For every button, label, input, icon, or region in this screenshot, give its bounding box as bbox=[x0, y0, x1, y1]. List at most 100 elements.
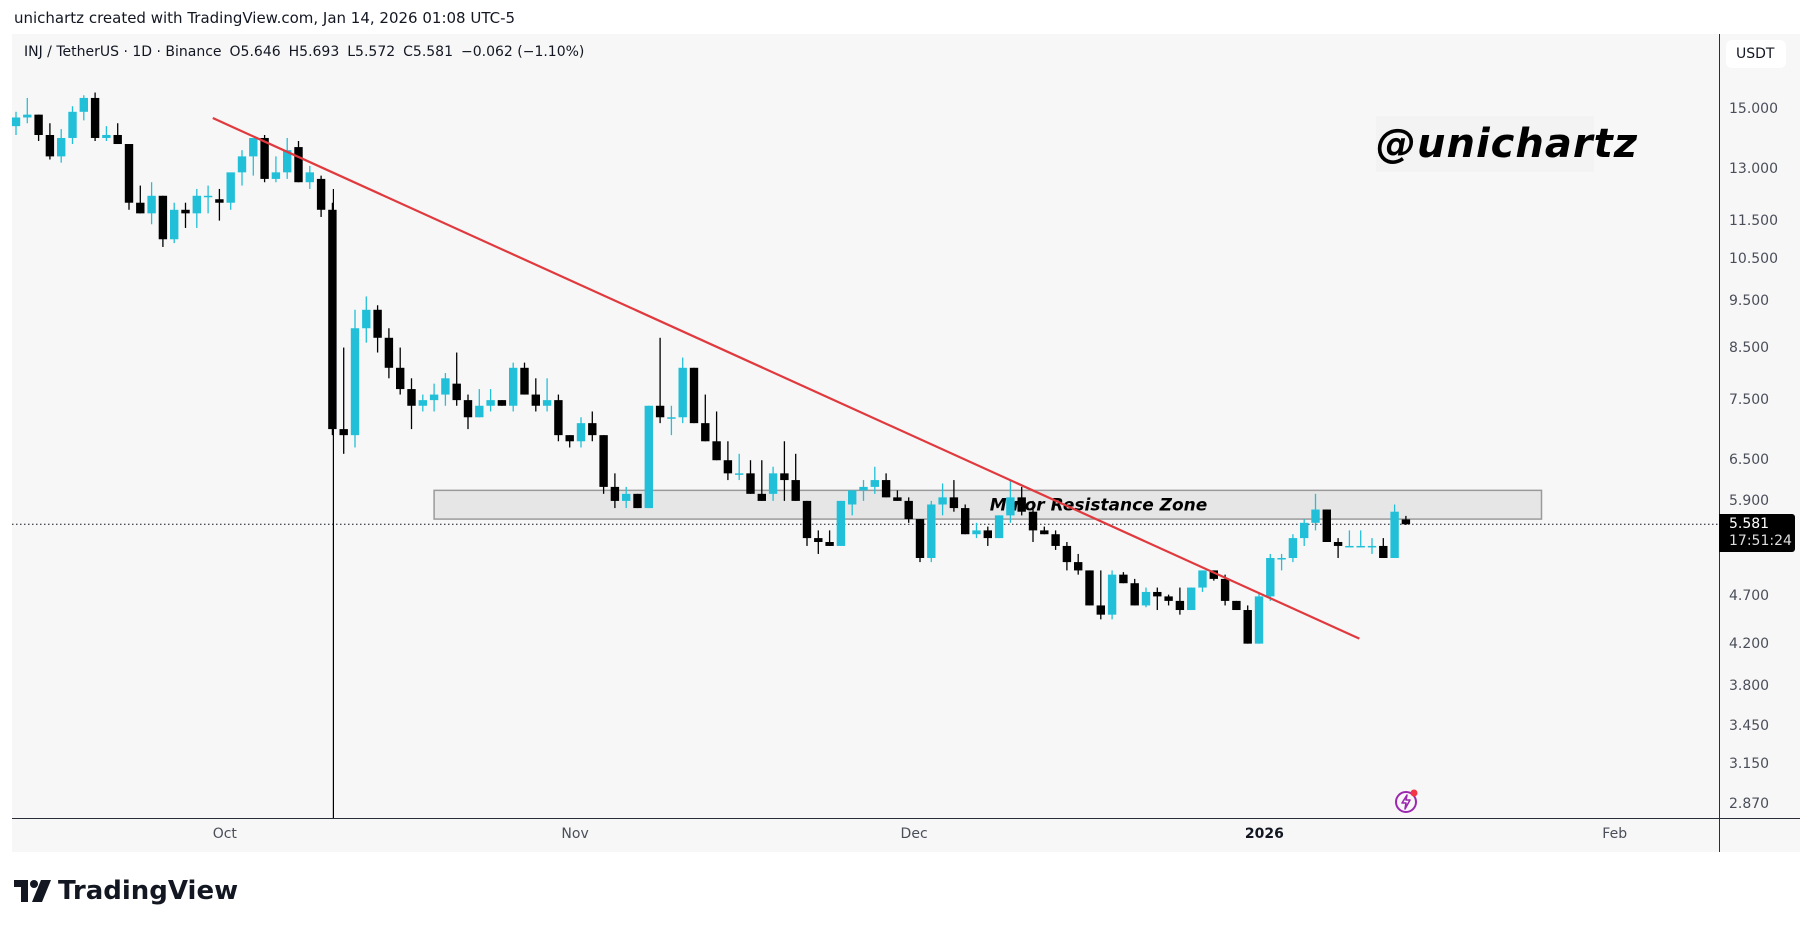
price-tick-label: 13.000 bbox=[1729, 161, 1778, 178]
candle-up bbox=[1107, 574, 1117, 615]
candle-down bbox=[791, 480, 800, 501]
candle-down bbox=[1322, 509, 1331, 543]
price-tick-label: 15.000 bbox=[1729, 101, 1778, 117]
candle-down bbox=[712, 441, 721, 461]
candle-down bbox=[316, 178, 326, 210]
candle-down bbox=[689, 367, 699, 424]
candle-down bbox=[915, 519, 925, 559]
candle-down bbox=[588, 423, 597, 436]
candle-down bbox=[904, 500, 913, 520]
candle-down bbox=[384, 337, 394, 368]
candle-down bbox=[757, 493, 766, 501]
candle-down bbox=[983, 530, 992, 539]
candle-down bbox=[1119, 574, 1128, 584]
candle-down bbox=[136, 202, 145, 214]
candle-up bbox=[68, 111, 77, 138]
candle-down bbox=[497, 400, 507, 406]
price-tick-label: 4.200 bbox=[1729, 635, 1770, 652]
candle-up bbox=[1367, 545, 1377, 548]
candle-up bbox=[870, 480, 879, 487]
legend-low: L5.572 bbox=[347, 44, 396, 60]
candle-down bbox=[1232, 600, 1241, 611]
legend-close: C5.581 bbox=[403, 44, 453, 60]
candle-up bbox=[441, 378, 450, 395]
candle-down bbox=[520, 367, 529, 395]
candle-down bbox=[1074, 562, 1083, 571]
price-tick-label: 2.870 bbox=[1729, 795, 1770, 812]
lightning-bolt-icon[interactable] bbox=[1394, 788, 1420, 814]
candle-up bbox=[249, 137, 258, 157]
candle-up bbox=[994, 515, 1004, 539]
candle-up bbox=[1288, 538, 1298, 559]
price-tick-label: 5.900 bbox=[1729, 492, 1770, 509]
candle-down bbox=[531, 394, 540, 406]
currency-button[interactable]: USDT bbox=[1726, 40, 1786, 68]
candle-up bbox=[203, 195, 213, 198]
price-chart[interactable]: Minor Resistance Zone bbox=[12, 34, 1719, 818]
candle-up bbox=[768, 473, 778, 494]
candle-up bbox=[475, 405, 484, 418]
candle-down bbox=[452, 383, 461, 401]
candle-up bbox=[305, 172, 314, 183]
candle-down bbox=[1130, 583, 1139, 606]
price-tick-label: 6.500 bbox=[1729, 452, 1770, 469]
candle-down bbox=[554, 400, 563, 436]
candle-down bbox=[158, 195, 168, 240]
candle-up bbox=[170, 209, 179, 240]
price-tick-label: 3.450 bbox=[1729, 718, 1770, 735]
candle-up bbox=[12, 117, 21, 127]
candle-up bbox=[1141, 591, 1151, 606]
candle-down bbox=[1379, 545, 1388, 559]
candle-down bbox=[802, 500, 812, 539]
candle-up bbox=[1266, 558, 1275, 597]
symbol-legend: INJ / TetherUS · 1D · Binance O5.646 H5.69… bbox=[24, 44, 592, 60]
candle-down bbox=[45, 134, 55, 157]
candle-up bbox=[859, 486, 868, 491]
candle-up bbox=[362, 309, 371, 329]
candle-up bbox=[192, 195, 201, 214]
candle-down bbox=[1333, 542, 1343, 546]
candle-down bbox=[825, 542, 834, 546]
candle-down bbox=[1085, 570, 1094, 606]
price-tick-label: 11.500 bbox=[1729, 212, 1778, 229]
candle-up bbox=[23, 114, 32, 118]
candle-down bbox=[260, 137, 269, 179]
candle-down bbox=[124, 144, 134, 203]
price-tick-label: 9.500 bbox=[1729, 292, 1770, 309]
candle-up bbox=[271, 172, 281, 179]
tradingview-logo[interactable]: TradingView bbox=[14, 876, 238, 906]
candle-down bbox=[34, 114, 43, 135]
candle-down bbox=[1243, 610, 1252, 644]
candle-up bbox=[79, 97, 88, 112]
candle-up bbox=[576, 423, 586, 442]
candle-down bbox=[1209, 570, 1218, 579]
legend-symbol: INJ / TetherUS · 1D · Binance bbox=[24, 44, 222, 60]
candle-up bbox=[938, 497, 947, 505]
candle-up bbox=[836, 500, 846, 546]
candle-down bbox=[1017, 497, 1026, 512]
candle-up bbox=[1198, 570, 1207, 588]
candle-down bbox=[1062, 545, 1072, 563]
tradingview-logo-icon bbox=[14, 880, 51, 902]
candle-down bbox=[1220, 578, 1230, 601]
candle-down bbox=[407, 389, 416, 406]
candle-up bbox=[972, 530, 981, 535]
candle-up bbox=[644, 405, 653, 509]
price-tick-label: 10.500 bbox=[1729, 250, 1778, 267]
last-price-value: 5.581 bbox=[1729, 516, 1770, 533]
candle-up bbox=[486, 400, 495, 406]
time-tick-label: Oct bbox=[212, 826, 237, 842]
candle-down bbox=[780, 473, 789, 481]
candle-up bbox=[1254, 596, 1264, 644]
candle-down bbox=[746, 473, 755, 494]
candle-down bbox=[881, 480, 891, 498]
candle-up bbox=[678, 367, 687, 418]
candle-down bbox=[339, 429, 348, 436]
candle-down bbox=[1040, 530, 1049, 535]
price-axis-divider bbox=[1719, 34, 1720, 852]
price-tick-label: 4.700 bbox=[1729, 588, 1770, 605]
candle-up bbox=[1187, 587, 1196, 611]
candle-down bbox=[723, 460, 733, 474]
price-tick-label: 8.500 bbox=[1729, 339, 1770, 356]
candle-up bbox=[1277, 558, 1286, 560]
